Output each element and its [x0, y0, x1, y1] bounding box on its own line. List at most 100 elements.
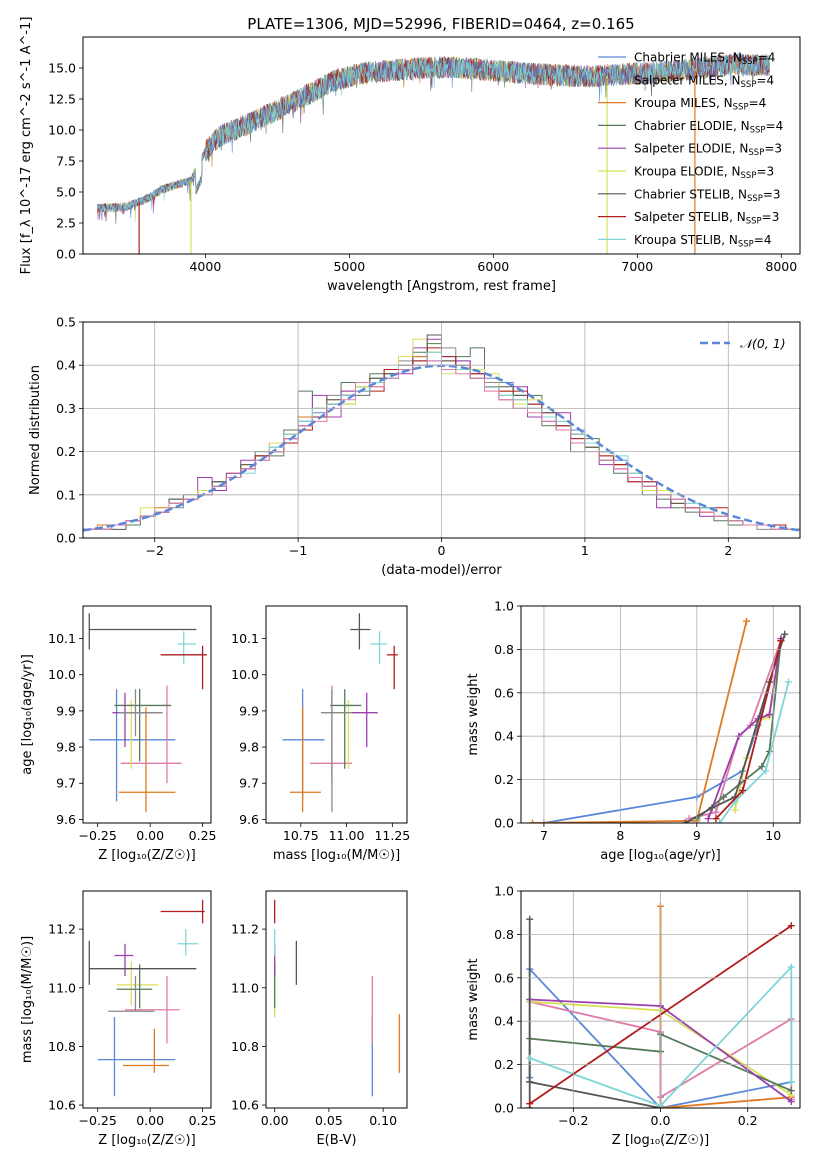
legend-label: Chabrier STELIB, N	[634, 187, 747, 201]
frame-z-mass	[82, 890, 212, 1109]
x-axis-label: (data-model)/error	[381, 563, 502, 578]
legend-value: =3	[763, 187, 781, 201]
errorbar-point-chabrier_miles	[97, 1017, 176, 1097]
weight-series-kroupa_stelib	[718, 681, 790, 823]
y-tick-label: 9.6	[56, 812, 76, 827]
legend-label: Salpeter ELODIE, N	[634, 142, 748, 156]
x-tick-label: 10.75	[283, 828, 319, 843]
legend-value: =4	[766, 119, 784, 133]
x-tick-label: 5000	[333, 259, 365, 274]
errorbar-point-kroupa_elodie	[328, 700, 365, 769]
errorbar-point-salpeter_elodie	[114, 943, 134, 977]
y-tick-label: 10.6	[231, 1098, 259, 1113]
y-tick-label: 9.9	[56, 703, 76, 718]
errorbar-point-kroupa_stelib	[177, 631, 197, 664]
y-tick-label: 10.0	[48, 123, 76, 138]
legend-subscript: SSP	[741, 80, 757, 90]
x-tick-label: 0.2	[738, 1113, 758, 1128]
errorbar-point-chabrier_elodie	[330, 689, 362, 769]
x-tick-label: 0.25	[189, 1113, 217, 1128]
axes-ebv-mass: 0.00 0.05 0.10 10.6 10.8 11.0 11.2 E(B-V)	[231, 922, 397, 1148]
weight-marker	[712, 808, 720, 816]
y-tick-label: 11.2	[231, 922, 259, 937]
x-tick-label: 7	[540, 828, 548, 843]
axes-age-weight: 7 8 9 10 0.0 0.2 0.4 0.6 0.8 1.0 age [log₁₀(age/yr…	[466, 599, 800, 863]
histogram-series-salpeter_elodie	[83, 338, 800, 538]
errorbar-point-chabrier_elodie	[116, 964, 153, 1009]
weight-series-kroupa_stelib	[529, 964, 793, 1107]
errorbar-point-salpeter_miles	[118, 689, 163, 737]
y-axis-label: mass [log₁₀(M/M☉)]	[20, 936, 35, 1063]
x-tick-label: −0.25	[79, 1113, 117, 1128]
weight-series-kroupa_miles	[659, 906, 792, 1108]
x-tick-label: 2	[724, 543, 732, 558]
axes-z-weight: −0.2 0.0 0.2 0.0 0.2 0.4 0.6 0.8 1.0 Z [log₁₀(Z/Z…	[466, 884, 800, 1148]
x-tick-label: −0.25	[79, 828, 117, 843]
y-tick-label: 10.1	[231, 631, 259, 646]
y-tick-label: 0.1	[56, 487, 76, 502]
x-axis-label: E(B-V)	[316, 1133, 356, 1148]
axes-z-age: −0.25 0.00 0.25 9.6 9.7 9.8 9.9 10.0 10.1 Z [log₁…	[20, 631, 217, 863]
errorbar-point-chabrier_miles	[282, 689, 325, 802]
weight-marker	[528, 819, 536, 823]
x-axis-label: wavelength [Angstrom, rest frame]	[327, 279, 556, 294]
y-tick-label: 9.7	[239, 776, 259, 791]
weight-marker	[708, 804, 716, 812]
plot-area-spectrum	[97, 53, 770, 254]
errorbar-point-kroupa_stelib	[177, 929, 199, 956]
weight-marker	[526, 1054, 534, 1062]
x-tick-label: 8	[616, 828, 624, 843]
weight-marker	[781, 630, 789, 638]
legend-entry: Kroupa ELODIE, NSSP=3	[634, 165, 774, 182]
spectrum-series-kroupa_stelib	[97, 54, 770, 213]
x-tick-label: 11.25	[374, 828, 410, 843]
weight-marker	[785, 678, 793, 686]
legend-value: =3	[756, 165, 774, 179]
x-tick-label: 10	[765, 828, 781, 843]
residuals-legend: 𝒩(0, 1)	[700, 336, 786, 351]
y-tick-label: 10.0	[231, 667, 259, 682]
legend-entry: Chabrier STELIB, NSSP=3	[634, 187, 781, 204]
legend-label: Kroupa ELODIE, N	[634, 165, 741, 179]
y-tick-label: 0.8	[494, 927, 514, 942]
frame-residuals	[82, 321, 801, 539]
legend-value: =4	[756, 73, 774, 87]
errorbar-point-chabrier_elodie	[114, 689, 172, 762]
x-axis-label: mass [log₁₀(M/M☉)]	[273, 848, 400, 863]
x-tick-label: 9	[693, 828, 701, 843]
errorbar-point-salpeter_miles	[320, 689, 353, 813]
legend-subscript: SSP	[747, 194, 763, 204]
y-tick-label: 0.0	[494, 1101, 514, 1116]
y-tick-label: 0.8	[494, 642, 514, 657]
y-tick-label: 7.5	[56, 154, 76, 169]
y-tick-label: 12.5	[48, 92, 76, 107]
x-tick-label: 1	[581, 543, 589, 558]
y-tick-label: 10.8	[231, 1039, 259, 1054]
weight-marker	[742, 617, 750, 625]
weight-series-kroupa_miles	[532, 620, 748, 823]
x-axis-label: Z [log₁₀(Z/Z☉)]	[98, 848, 195, 863]
legend-subscript: SSP	[742, 57, 758, 67]
errorbar-point-kroupa_elodie	[120, 700, 155, 769]
legend-label: 𝒩(0, 1)	[740, 336, 786, 351]
y-tick-label: 2.5	[56, 216, 76, 231]
weight-marker	[716, 819, 724, 823]
x-tick-label: 0.10	[369, 1113, 397, 1128]
legend-value: =3	[762, 210, 780, 224]
x-axis-label: age [log₁₀(age/yr)]	[600, 848, 721, 863]
y-axis-label: age [log₁₀(age/yr)]	[20, 654, 35, 775]
weight-series-chabrier_miles	[543, 640, 782, 823]
plot-area-z-mass	[88, 899, 205, 1097]
axes-mass-age: 10.75 11.00 11.25 9.6 9.7 9.8 9.9 10.0 10.1 mass …	[231, 631, 410, 863]
weight-marker	[765, 711, 773, 718]
errorbar-point-salpeter_pink	[120, 685, 182, 784]
x-tick-label: 4000	[189, 259, 221, 274]
errorbar-point-salpeter_stelib	[160, 645, 207, 690]
y-tick-label: 5.0	[56, 185, 76, 200]
frame-ebv-mass	[265, 890, 408, 1109]
legend-entry: Chabrier MILES, NSSP=4	[634, 51, 775, 68]
y-tick-label: 11.0	[48, 980, 76, 995]
y-tick-label: 1.0	[494, 884, 514, 899]
legend-entry: Chabrier ELODIE, NSSP=4	[634, 119, 783, 136]
